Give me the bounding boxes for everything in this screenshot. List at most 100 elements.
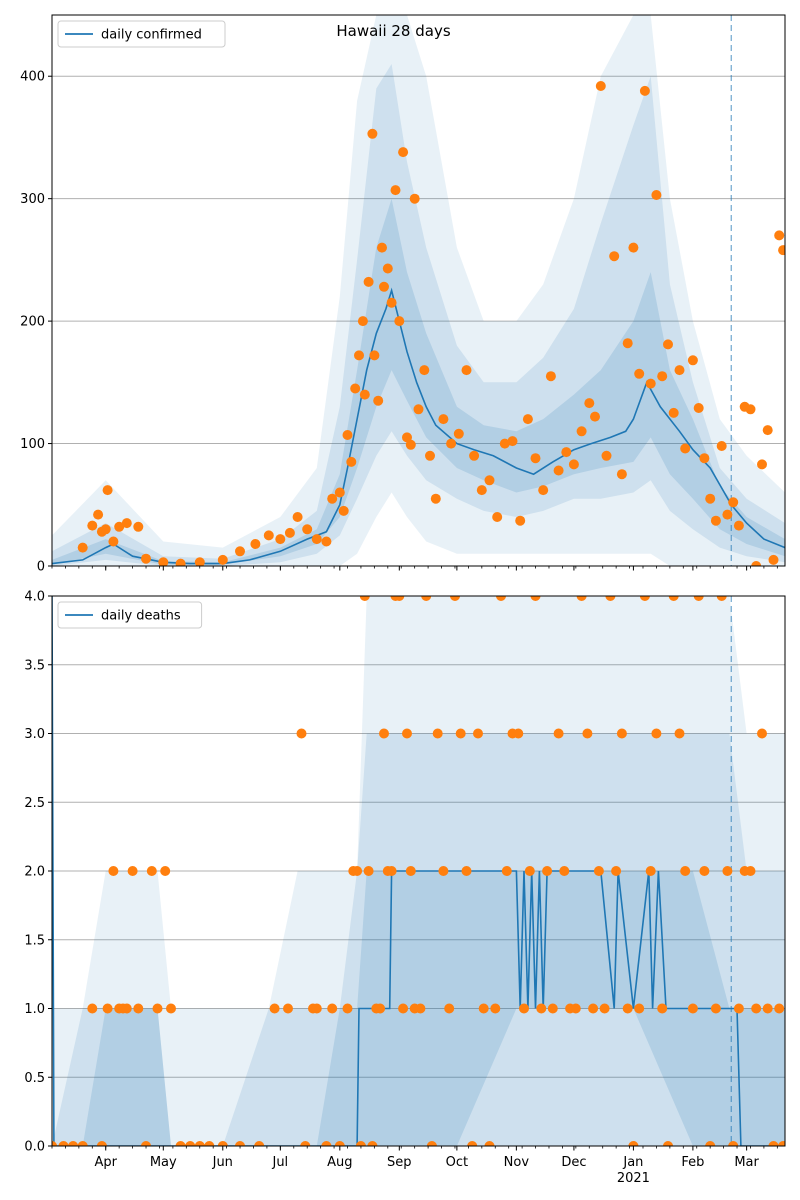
y-tick-label: 4.0	[24, 590, 45, 605]
data-point	[359, 596, 370, 601]
data-point	[68, 1141, 79, 1146]
data-point	[490, 1003, 501, 1014]
x-tick-label: Feb	[681, 1155, 704, 1170]
data-point	[327, 493, 338, 504]
x-tick-label: Jul	[271, 1155, 288, 1170]
data-point	[121, 1003, 132, 1014]
data-point	[363, 866, 374, 876]
data-point	[204, 1141, 215, 1146]
data-point	[687, 355, 698, 366]
x-tick-label: Nov	[504, 1155, 530, 1170]
data-point	[87, 1003, 98, 1014]
data-point	[438, 866, 449, 876]
data-point	[369, 350, 380, 361]
data-point	[158, 557, 169, 566]
data-point	[722, 866, 733, 876]
data-point	[446, 438, 457, 449]
y-tick-label: 0	[37, 560, 45, 575]
data-point	[645, 866, 656, 876]
data-point	[334, 487, 345, 498]
data-point	[484, 1141, 495, 1146]
data-point	[657, 1003, 668, 1014]
data-point	[194, 557, 205, 566]
data-point	[542, 866, 553, 876]
data-point	[545, 371, 556, 382]
data-point	[705, 1141, 716, 1146]
data-point	[530, 596, 541, 601]
data-point	[121, 518, 132, 529]
data-point	[687, 1003, 698, 1014]
data-point	[492, 512, 503, 522]
data-point	[127, 866, 138, 876]
chart-title: Hawaii 28 days	[336, 22, 450, 40]
data-point	[421, 596, 432, 601]
data-point	[699, 866, 710, 876]
data-point	[634, 368, 645, 379]
data-point	[611, 866, 622, 876]
legend-box	[57, 601, 203, 629]
data-point	[590, 411, 600, 422]
data-point	[394, 316, 405, 327]
data-point	[467, 1141, 478, 1146]
y-tick-label: 0.0	[24, 1140, 45, 1155]
y-tick-label: 200	[20, 315, 45, 330]
x-tick-label: Aug	[327, 1155, 352, 1170]
data-point	[476, 485, 487, 496]
data-point	[402, 432, 412, 443]
data-point	[522, 414, 533, 425]
y-tick-label: 1.0	[24, 1002, 45, 1017]
data-point	[296, 728, 307, 739]
data-point	[415, 1003, 426, 1014]
data-point	[398, 147, 409, 158]
data-point	[733, 1003, 744, 1014]
data-point	[455, 728, 466, 739]
data-point	[93, 509, 104, 520]
y-tick-label: 1.5	[24, 933, 45, 948]
data-point	[194, 1141, 205, 1146]
data-point	[693, 596, 704, 601]
data-point	[438, 414, 449, 425]
y-tick-label: 2.0	[24, 865, 45, 880]
data-point	[444, 1003, 455, 1014]
data-point	[757, 728, 767, 739]
data-point	[350, 383, 361, 394]
data-point	[77, 542, 88, 553]
legend-label: daily deaths	[101, 609, 181, 624]
data-point	[674, 365, 685, 376]
data-point	[588, 1003, 599, 1014]
data-point	[576, 426, 587, 437]
data-point	[461, 365, 472, 376]
data-point	[217, 554, 228, 565]
data-point	[367, 128, 378, 139]
data-point	[377, 242, 387, 253]
data-point	[668, 407, 679, 418]
data-point	[634, 1003, 645, 1014]
data-point	[622, 338, 633, 349]
data-point	[595, 81, 606, 91]
data-point	[674, 728, 685, 739]
data-point	[413, 404, 424, 415]
data-point	[616, 728, 627, 739]
data-point	[639, 596, 650, 601]
data-point	[402, 728, 412, 739]
data-point	[379, 281, 389, 292]
data-point	[774, 230, 785, 241]
data-point	[496, 596, 506, 601]
data-point	[152, 1003, 163, 1014]
data-point	[499, 438, 510, 449]
data-point	[175, 558, 186, 566]
data-point	[559, 866, 570, 876]
data-point	[160, 866, 171, 876]
data-point	[507, 436, 518, 447]
data-point	[283, 1003, 293, 1014]
data-point	[751, 1003, 762, 1014]
data-point	[547, 1003, 558, 1014]
data-point	[235, 546, 245, 557]
data-point	[668, 596, 679, 601]
data-point	[52, 1141, 57, 1146]
data-point	[284, 527, 295, 538]
x-tick-label: Sep	[387, 1155, 412, 1170]
data-point	[622, 1003, 633, 1014]
data-point	[375, 1003, 386, 1014]
data-point	[663, 339, 673, 350]
